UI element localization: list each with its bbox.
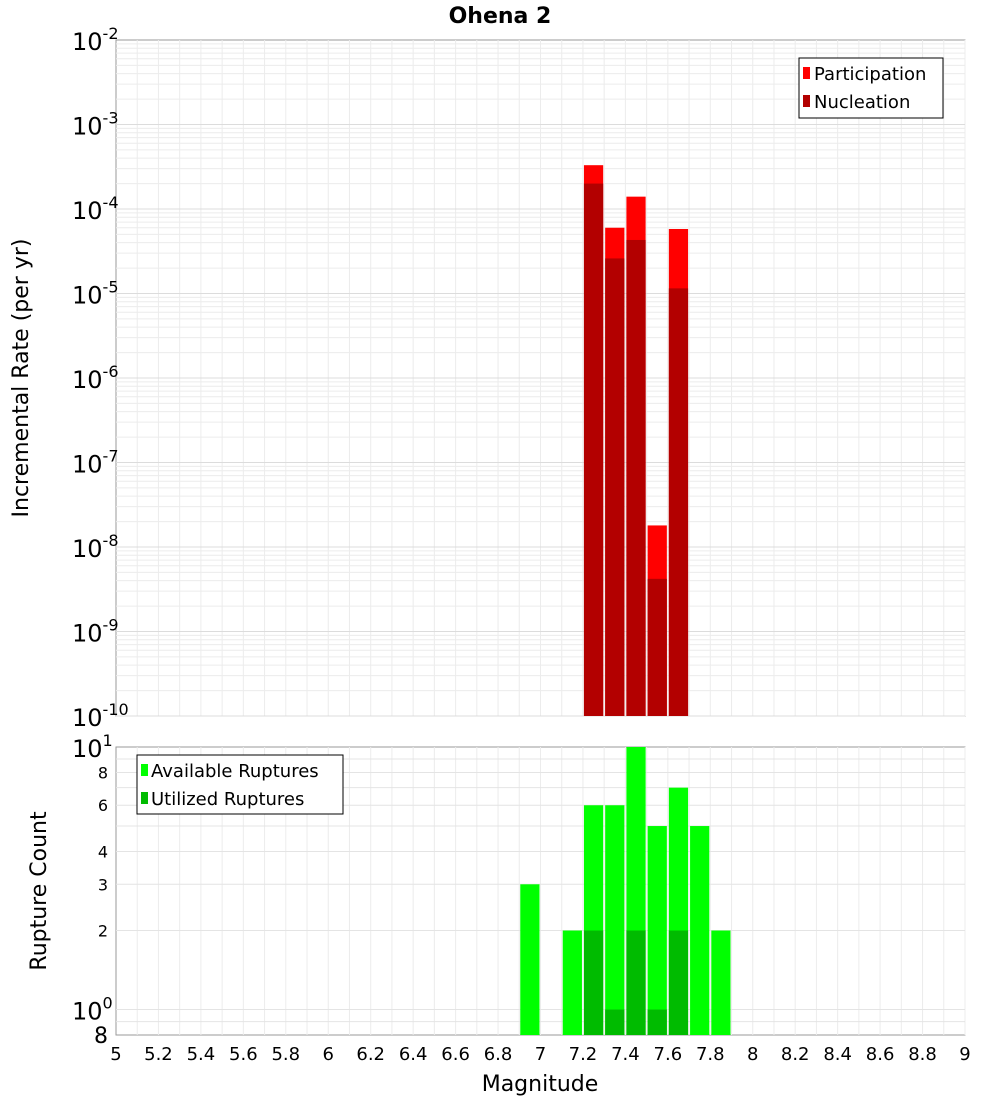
x-tick-label: 5 <box>110 1044 121 1065</box>
nucleation-bar <box>626 239 646 716</box>
chart-title: Ohena 2 <box>449 4 552 29</box>
x-tick-label: 7.8 <box>696 1044 725 1065</box>
bottom-legend-box <box>136 754 344 815</box>
available-legend-label: Available Ruptures <box>151 761 319 782</box>
top-y-ticks: 10-2 10-3 10-4 10-5 10-6 10-7 10-8 10-9 10-10 <box>72 24 129 732</box>
top-legend[interactable]: Participation Nucleation <box>798 57 944 119</box>
x-tick-label: 7.6 <box>654 1044 683 1065</box>
bottom-y-tick-label: 8 <box>98 763 108 782</box>
top-grid <box>116 40 966 717</box>
top-y-tick-label: 10-4 <box>72 193 119 225</box>
bottom-y-tick-label-major: 101 <box>72 731 113 763</box>
utilized-ruptures-bar <box>605 1009 625 1035</box>
available-ruptures-bar <box>562 930 582 1035</box>
x-tick-label: 5.6 <box>229 1044 258 1065</box>
participation-swatch <box>803 67 810 79</box>
top-legend-box <box>798 57 944 119</box>
x-tick-label: 6.6 <box>441 1044 470 1065</box>
bottom-y-tick-label: 6 <box>98 796 108 815</box>
utilized-ruptures-bar <box>583 930 604 1035</box>
top-bars <box>583 165 689 717</box>
top-y-tick-label: 10-8 <box>72 531 119 563</box>
x-tick-label: 5.4 <box>187 1044 216 1065</box>
bottom-y-tick-label-major: 8 <box>94 1024 108 1049</box>
x-tick-label: 8.2 <box>781 1044 810 1065</box>
bottom-legend[interactable]: Available Ruptures Utilized Ruptures <box>136 754 344 815</box>
top-y-tick-label: 10-9 <box>72 616 119 648</box>
nucleation-bar <box>647 578 667 716</box>
x-tick-label: 8.6 <box>866 1044 895 1065</box>
utilized-ruptures-bar <box>668 930 689 1035</box>
utilized-ruptures-bar <box>626 930 646 1035</box>
participation-legend-label: Participation <box>814 64 926 85</box>
x-tick-label: 8.4 <box>823 1044 852 1065</box>
top-y-tick-label: 10-10 <box>72 700 129 732</box>
bottom-bars <box>520 747 731 1035</box>
top-y-tick-label: 10-2 <box>72 24 119 56</box>
bottom-y-tick-label-major: 100 <box>72 994 113 1026</box>
top-y-tick-label: 10-3 <box>72 109 119 141</box>
x-ticks: 5 5.2 5.4 5.6 5.8 6 6.2 6.4 6.6 6.8 7 7.2 7.4 7.6 7.8 8… <box>110 1044 970 1065</box>
top-y-tick-label: 10-6 <box>72 362 119 394</box>
x-tick-label: 8 <box>747 1044 758 1065</box>
available-ruptures-bar <box>520 884 540 1035</box>
x-tick-label: 7 <box>535 1044 546 1065</box>
top-y-tick-label: 10-7 <box>72 447 119 479</box>
x-tick-label: 6.4 <box>399 1044 428 1065</box>
bottom-y-axis-label: Rupture Count <box>27 811 52 971</box>
available-ruptures-bar <box>690 826 710 1035</box>
x-tick-label: 7.4 <box>611 1044 640 1065</box>
top-y-tick-label: 10-5 <box>72 278 119 310</box>
available-ruptures-bar <box>711 930 731 1035</box>
x-axis-label: Magnitude <box>482 1072 599 1097</box>
bottom-y-tick-label: 2 <box>98 922 108 941</box>
nucleation-legend-label: Nucleation <box>814 92 910 113</box>
x-tick-label: 8.8 <box>908 1044 937 1065</box>
x-tick-label: 6 <box>323 1044 334 1065</box>
utilized-ruptures-bar <box>647 1009 667 1035</box>
x-tick-label: 5.8 <box>271 1044 300 1065</box>
nucleation-bar <box>605 258 625 716</box>
top-y-axis-label: Incremental Rate (per yr) <box>9 239 34 518</box>
nucleation-bar <box>668 288 689 716</box>
nucleation-bar <box>583 183 604 716</box>
available-swatch <box>141 764 148 776</box>
bottom-y-tick-label: 3 <box>98 875 108 894</box>
utilized-swatch <box>141 792 148 804</box>
x-tick-label: 9 <box>959 1044 970 1065</box>
x-tick-label: 7.2 <box>569 1044 598 1065</box>
top-plot: 10-2 10-3 10-4 10-5 10-6 10-7 10-8 10-9 10-10 In… <box>9 24 966 732</box>
x-tick-label: 6.8 <box>484 1044 513 1065</box>
available-ruptures-bar <box>647 826 667 1035</box>
available-ruptures-bar <box>605 805 625 1035</box>
x-tick-label: 6.2 <box>356 1044 385 1065</box>
x-tick-label: 5.2 <box>144 1044 173 1065</box>
utilized-legend-label: Utilized Ruptures <box>151 789 304 810</box>
nucleation-swatch <box>803 95 810 107</box>
bottom-y-tick-label: 4 <box>98 842 108 861</box>
